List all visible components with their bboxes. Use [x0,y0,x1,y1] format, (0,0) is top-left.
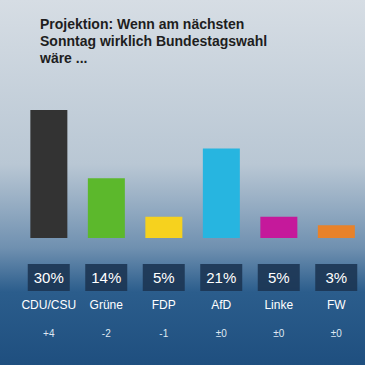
svg-text:-1: -1 [159,328,168,339]
svg-text:±0: ±0 [331,328,342,339]
svg-text:14%: 14% [91,269,121,286]
svg-text:+4: +4 [43,328,55,339]
svg-text:Grüne: Grüne [90,298,124,312]
svg-text:5%: 5% [153,269,175,286]
svg-text:Linke: Linke [264,298,293,312]
svg-text:30%: 30% [34,269,64,286]
svg-text:3%: 3% [325,269,347,286]
svg-text:FW: FW [327,298,346,312]
svg-text:±0: ±0 [216,328,227,339]
svg-text:FDP: FDP [152,298,176,312]
svg-text:AfD: AfD [211,298,231,312]
svg-text:-2: -2 [102,328,111,339]
svg-text:21%: 21% [206,269,236,286]
svg-text:5%: 5% [268,269,290,286]
svg-text:±0: ±0 [273,328,284,339]
svg-text:CDU/CSU: CDU/CSU [21,298,76,312]
html-text:Projektion: Wenn am nächsten S: Projektion: Wenn am nächsten Sonntag wir… [40,16,268,66]
